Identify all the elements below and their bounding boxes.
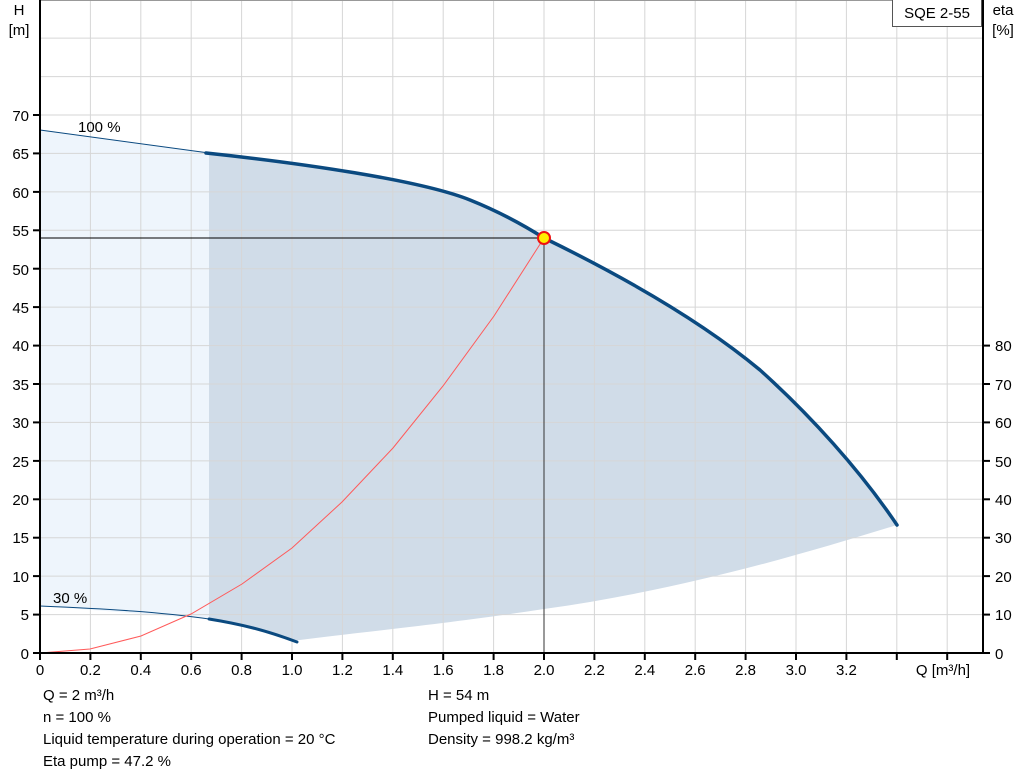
pump-curve-30-thin — [39, 605, 210, 620]
svg-text:3.0: 3.0 — [786, 662, 807, 679]
y-left-ticks — [33, 114, 40, 616]
operating-point-marker[interactable] — [537, 231, 551, 245]
y-right-tick-labels: 0 10 20 30 40 50 60 70 80 — [995, 338, 1012, 663]
x-ticks — [39, 653, 949, 660]
info-eta-pump: Eta pump = 47.2 % — [43, 753, 171, 770]
svg-text:0.4: 0.4 — [130, 662, 151, 679]
svg-text:35: 35 — [12, 377, 29, 394]
y-left-tick-labels: 0 5 10 15 20 25 30 35 40 45 50 55 60 65 … — [12, 108, 29, 663]
svg-text:1.0: 1.0 — [282, 662, 303, 679]
svg-text:40: 40 — [995, 492, 1012, 509]
svg-text:10: 10 — [995, 607, 1012, 624]
svg-text:60: 60 — [12, 185, 29, 202]
pump-curve-30 — [207, 617, 299, 644]
svg-text:1.4: 1.4 — [382, 662, 403, 679]
curve-label-30: 30 % — [53, 590, 87, 607]
svg-text:40: 40 — [12, 338, 29, 355]
info-liquid: Pumped liquid = Water — [428, 709, 580, 726]
curve-label-100: 100 % — [78, 119, 121, 136]
light-range-area — [40, 130, 209, 619]
h-axis-title: H — [14, 2, 25, 19]
svg-text:1.2: 1.2 — [332, 662, 353, 679]
grid-horizontal — [40, 0, 983, 616]
pump-curve-100-thin — [39, 129, 210, 154]
svg-text:2.4: 2.4 — [634, 662, 655, 679]
info-head: H = 54 m — [428, 687, 490, 704]
grid-vertical — [89, 0, 948, 653]
svg-text:50: 50 — [995, 454, 1012, 471]
svg-text:45: 45 — [12, 300, 29, 317]
svg-text:5: 5 — [21, 607, 29, 624]
info-density: Density = 998.2 kg/m³ — [428, 731, 575, 748]
svg-text:50: 50 — [12, 262, 29, 279]
svg-text:10: 10 — [12, 569, 29, 586]
pump-curve-100 — [204, 151, 899, 527]
h-axis-unit: [m] — [9, 22, 30, 39]
svg-text:25: 25 — [12, 454, 29, 471]
svg-text:15: 15 — [12, 530, 29, 547]
svg-text:0: 0 — [36, 662, 44, 679]
x-axis-unit: Q [m³/h] — [916, 662, 970, 679]
svg-text:0.2: 0.2 — [80, 662, 101, 679]
operating-range-area — [209, 153, 897, 641]
info-temperature: Liquid temperature during operation = 20… — [43, 731, 336, 748]
svg-text:1.6: 1.6 — [433, 662, 454, 679]
svg-text:2.2: 2.2 — [584, 662, 605, 679]
eta-axis-unit: [%] — [992, 22, 1014, 39]
model-label-box: SQE 2-55 — [892, 0, 982, 27]
info-flow: Q = 2 m³/h — [43, 687, 115, 704]
info-speed: n = 100 % — [43, 709, 111, 726]
svg-text:60: 60 — [995, 415, 1012, 432]
svg-text:20: 20 — [12, 492, 29, 509]
svg-text:1.8: 1.8 — [483, 662, 504, 679]
eta-axis-title: eta — [993, 2, 1015, 19]
svg-text:0: 0 — [21, 646, 29, 663]
svg-text:80: 80 — [995, 338, 1012, 355]
svg-text:55: 55 — [12, 223, 29, 240]
svg-text:3.2: 3.2 — [836, 662, 857, 679]
svg-text:70: 70 — [12, 108, 29, 125]
svg-text:0.6: 0.6 — [181, 662, 202, 679]
system-curve — [39, 237, 545, 654]
svg-text:65: 65 — [12, 146, 29, 163]
svg-text:2.0: 2.0 — [534, 662, 555, 679]
svg-text:30: 30 — [12, 415, 29, 432]
svg-text:20: 20 — [995, 569, 1012, 586]
x-tick-labels: 0 0.2 0.4 0.6 0.8 1.0 1.2 1.4 1.6 1.8 2.… — [36, 662, 970, 679]
y-right-ticks — [983, 344, 990, 616]
info-right: H = 54 m Pumped liquid = Water Density =… — [428, 685, 580, 751]
svg-text:2.8: 2.8 — [735, 662, 756, 679]
svg-text:0.8: 0.8 — [231, 662, 252, 679]
svg-text:2.6: 2.6 — [685, 662, 706, 679]
svg-text:70: 70 — [995, 377, 1012, 394]
svg-text:30: 30 — [995, 530, 1012, 547]
info-left: Q = 2 m³/h n = 100 % Liquid temperature … — [43, 685, 335, 773]
svg-text:0: 0 — [995, 646, 1003, 663]
